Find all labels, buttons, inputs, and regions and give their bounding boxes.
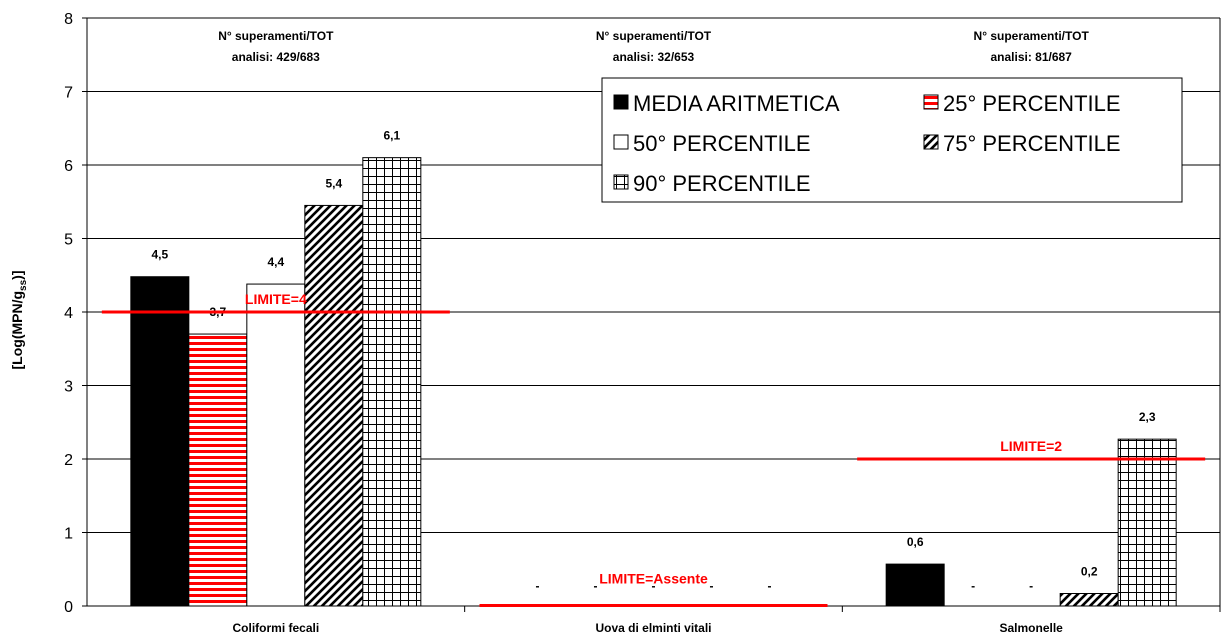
annotations: N° superamenti/TOT analisi: 429/683 N° sup… <box>218 29 1089 64</box>
limit-label: LIMITE=Assente <box>599 571 708 587</box>
legend-label: 25° PERCENTILE <box>943 91 1121 116</box>
legend-swatch <box>613 94 629 110</box>
annotation-line1: N° superamenti/TOT <box>974 29 1090 43</box>
bar <box>188 333 248 607</box>
legend-box <box>601 77 1183 203</box>
y-tick-label: 3 <box>64 379 73 396</box>
legend-label: 90° PERCENTILE <box>633 171 811 196</box>
y-tick-label: 8 <box>64 11 73 28</box>
y-tick-label: 5 <box>64 232 73 249</box>
legend-label: MEDIA ARITMETICA <box>633 91 840 116</box>
x-category-label: Coliformi fecali <box>232 621 319 635</box>
data-label: - <box>768 579 772 593</box>
annotation-line2: analisi: 429/683 <box>232 50 320 64</box>
annotation-line1: N° superamenti/TOT <box>218 29 334 43</box>
data-label: - <box>710 579 714 593</box>
bar <box>246 283 306 607</box>
annotation-line2: analisi: 81/687 <box>990 50 1072 64</box>
bar <box>1059 593 1119 607</box>
data-label: 2,3 <box>1139 410 1156 424</box>
limit-lines: LIMITE=4 LIMITE=Assente LIMITE=2 <box>101 291 1206 607</box>
data-labels: 4,53,74,45,46,1- - - - -0,6- -0,22,3 <box>151 129 1155 593</box>
annotation-line2: analisi: 32/653 <box>613 50 695 64</box>
data-label: 4,4 <box>267 255 284 269</box>
legend-swatch <box>923 134 939 150</box>
x-category-label: Uova di elminti vitali <box>595 621 711 635</box>
legend-swatch <box>613 174 629 190</box>
y-tick-label: 2 <box>64 452 73 469</box>
data-label: 0,2 <box>1081 565 1098 579</box>
data-label: - <box>1029 579 1033 593</box>
y-tick-label: 4 <box>64 305 73 322</box>
y-axis-label: [Log(MPN/gss)] <box>9 271 29 370</box>
data-label: 0,6 <box>907 535 924 549</box>
legend-label: 75° PERCENTILE <box>943 131 1121 156</box>
legend: MEDIA ARITMETICA 25° PERCENTILE 50° PERCEN… <box>601 77 1183 203</box>
limit-label: LIMITE=2 <box>1000 438 1062 454</box>
limit-label: LIMITE=4 <box>245 291 307 307</box>
bar <box>362 157 422 607</box>
bar <box>1117 438 1177 607</box>
legend-swatch <box>923 94 939 110</box>
y-tick-label: 1 <box>64 526 73 543</box>
y-tick-label: 7 <box>64 85 73 102</box>
y-tick-label: 6 <box>64 158 73 175</box>
data-label: 6,1 <box>383 129 400 143</box>
data-label: 5,4 <box>325 176 342 190</box>
data-label: - <box>594 579 598 593</box>
y-tick-label: 0 <box>64 599 73 616</box>
x-category-label: Salmonelle <box>999 621 1063 635</box>
annotation-line1: N° superamenti/TOT <box>596 29 712 43</box>
legend-label: 50° PERCENTILE <box>633 131 811 156</box>
bar <box>885 563 945 607</box>
data-label: 4,5 <box>151 248 168 262</box>
legend-swatch <box>613 134 629 150</box>
bar <box>130 276 190 607</box>
data-label: - <box>536 579 540 593</box>
data-label: - <box>652 579 656 593</box>
bars <box>130 157 1177 607</box>
bar <box>304 204 364 607</box>
data-label: - <box>971 579 975 593</box>
axes: 0 1 2 3 4 5 6 7 8 Coliformi fecali Uova di elminti… <box>64 11 1221 635</box>
